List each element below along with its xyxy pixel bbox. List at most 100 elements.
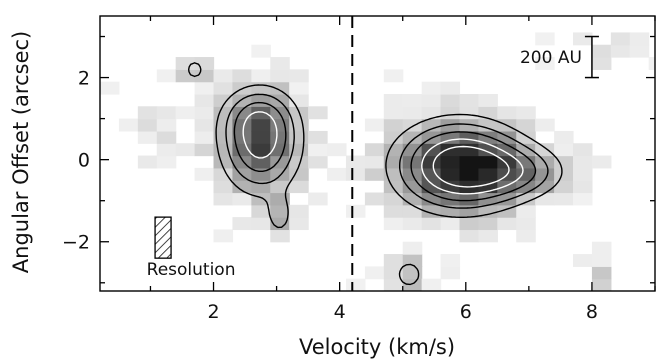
intensity-cell (137, 118, 158, 132)
intensity-cell (459, 93, 480, 107)
intensity-cell (591, 254, 612, 267)
intensity-cell (137, 155, 158, 169)
intensity-cell (440, 106, 461, 120)
x-tick-label: 8 (586, 301, 598, 323)
intensity-cell (308, 106, 328, 120)
intensity-cell (440, 254, 461, 267)
intensity-cell (213, 192, 234, 206)
intensity-cell (440, 180, 461, 194)
intensity-cell (440, 93, 461, 107)
intensity-cell (383, 266, 404, 280)
intensity-cell (516, 167, 536, 181)
resolution-marker: Resolution (147, 216, 235, 280)
intensity-cell (194, 93, 215, 107)
intensity-cell (137, 106, 158, 120)
intensity-cell (383, 254, 404, 267)
x-tick-label: 2 (207, 301, 219, 323)
intensity-cell (459, 106, 480, 120)
intensity-cell (327, 167, 347, 181)
intensity-cell (421, 217, 442, 231)
intensity-cell (459, 167, 480, 181)
intensity-cell (289, 155, 309, 169)
intensity-cell (591, 266, 612, 280)
contour-lines (188, 62, 563, 286)
intensity-cell (497, 143, 517, 157)
intensity-cell (629, 44, 650, 58)
intensity-cell (554, 167, 574, 181)
intensity-cell (213, 93, 234, 107)
intensity-cell (175, 106, 196, 120)
intensity-cell (213, 180, 234, 194)
intensity-cell (535, 192, 555, 206)
intensity-cell (383, 278, 404, 291)
intensity-cell (440, 217, 461, 231)
x-tick-label: 4 (334, 301, 346, 323)
intensity-cell (289, 167, 309, 181)
intensity-cell (308, 155, 328, 169)
intensity-cell (232, 180, 252, 194)
intensity-cell (194, 106, 215, 120)
intensity-cell (591, 241, 612, 255)
intensity-cell (535, 57, 555, 70)
y-axis: −2 0 2 (62, 35, 655, 284)
intensity-cell (232, 69, 252, 83)
intensity-cell (383, 93, 404, 107)
intensity-cell (156, 155, 177, 169)
contour-level-4 (242, 111, 524, 195)
intensity-cell (156, 143, 177, 157)
intensity-cell (610, 32, 631, 46)
intensity-cell (383, 192, 404, 206)
intensity-cell (232, 118, 252, 132)
intensity-cell (478, 118, 498, 132)
intensity-cell (497, 106, 517, 120)
intensity-cell (402, 155, 423, 169)
intensity-cell (137, 130, 158, 144)
intensity-cell (364, 167, 385, 181)
intensity-cell (402, 217, 423, 231)
intensity-cell (383, 143, 404, 157)
intensity-cell (440, 155, 461, 169)
intensity-cell (251, 143, 271, 157)
intensity-cell (289, 180, 309, 194)
intensity-cell (610, 44, 631, 58)
intensity-cell (516, 204, 536, 218)
intensity-cell (478, 106, 498, 120)
intensity-cell (402, 278, 423, 291)
intensity-cell (156, 106, 177, 120)
intensity-cell (591, 155, 612, 169)
intensity-cell (478, 229, 498, 243)
intensity-cell (270, 57, 290, 70)
intensity-cell (364, 266, 385, 280)
x-axis-title: Velocity (km/s) (299, 335, 455, 359)
intensity-cell (573, 192, 593, 206)
intensity-cell (497, 155, 517, 169)
contour-level-1 (188, 62, 563, 286)
intensity-cell (497, 217, 517, 231)
intensity-cell (402, 204, 423, 218)
intensity-cell (383, 130, 404, 144)
intensity-cell (573, 143, 593, 157)
intensity-cell (270, 69, 290, 83)
intensity-cell (251, 69, 271, 83)
intensity-cell (459, 155, 480, 169)
intensity-cell (289, 81, 309, 95)
intensity-cell (383, 106, 404, 120)
intensity-cell (175, 143, 196, 157)
intensity-cell (535, 143, 555, 157)
intensity-cell (402, 241, 423, 255)
intensity-cell (478, 130, 498, 144)
intensity-cell (402, 254, 423, 267)
intensity-cell (629, 32, 650, 46)
intensity-cell (213, 81, 234, 95)
resolution-beam (154, 216, 172, 259)
intensity-map (100, 32, 655, 291)
intensity-cell (459, 229, 480, 243)
intensity-cell (270, 130, 290, 144)
intensity-cell (251, 81, 271, 95)
intensity-cell (440, 266, 461, 280)
intensity-cell (535, 118, 555, 132)
intensity-cell (270, 229, 290, 243)
scale-bar-label: 200 AU (520, 48, 582, 68)
intensity-cell (478, 217, 498, 231)
intensity-cell (383, 217, 404, 231)
